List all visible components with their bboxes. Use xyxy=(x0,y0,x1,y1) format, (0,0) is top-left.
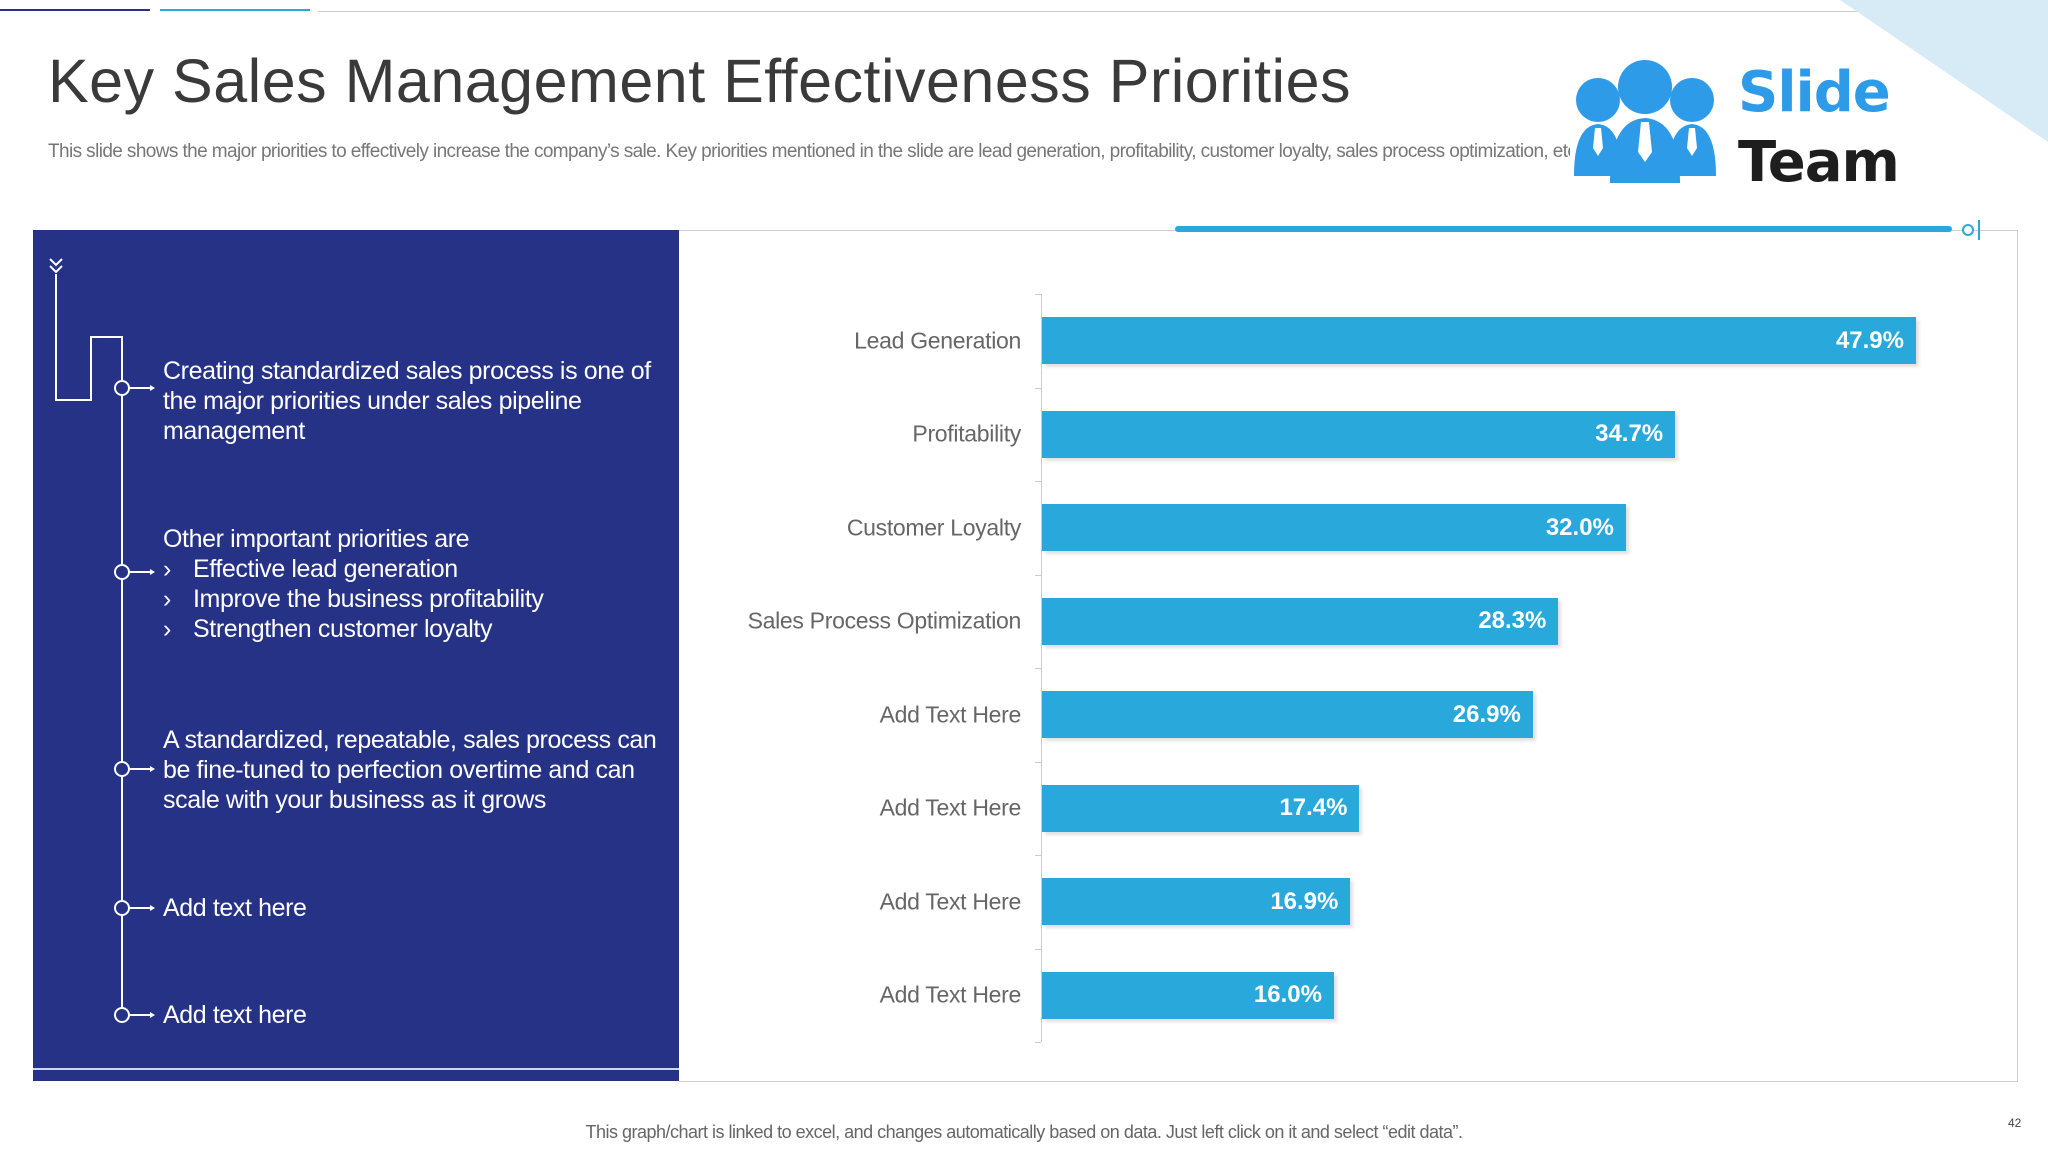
category-label: Lead Generation xyxy=(854,327,1021,354)
priority-item: A standardized, repeatable, sales proces… xyxy=(163,726,657,814)
data-label: 16.0% xyxy=(1253,981,1322,1009)
y-axis-tick xyxy=(1035,294,1041,295)
bullet-item: › Effective lead generation xyxy=(163,555,458,583)
bar[interactable] xyxy=(1042,504,1626,552)
y-axis-line xyxy=(1041,294,1042,1042)
logo-word-slide: Slide xyxy=(1738,60,1891,125)
category-label: Add Text Here xyxy=(879,888,1022,915)
bar[interactable] xyxy=(1042,878,1351,926)
y-axis-tick xyxy=(1035,855,1041,856)
bar[interactable] xyxy=(1042,410,1676,458)
top-accent-line-1 xyxy=(0,9,150,11)
bar[interactable] xyxy=(1042,971,1334,1019)
priority-item-heading: Other important priorities are xyxy=(163,525,470,553)
page-subtitle: This slide shows the major priorities to… xyxy=(48,141,1582,162)
y-axis-tick xyxy=(1035,1042,1041,1043)
data-label: 17.4% xyxy=(1279,794,1348,822)
data-label: 26.9% xyxy=(1452,700,1521,728)
category-label: Add Text Here xyxy=(879,701,1022,728)
chart-top-accent-bar xyxy=(1175,226,1952,232)
slideteam-logo: Slide Team xyxy=(1570,56,1910,195)
data-label: 47.9% xyxy=(1835,326,1904,354)
y-axis-tick xyxy=(1035,481,1041,482)
priority-item: Add text here xyxy=(163,1001,307,1029)
people-with-ties-icon xyxy=(1574,60,1716,183)
corner-decoration xyxy=(1840,0,2048,142)
footer-note: This graph/chart is linked to excel, and… xyxy=(585,1122,1463,1142)
category-label: Sales Process Optimization xyxy=(747,607,1022,634)
chevron-right-icon: › xyxy=(163,585,171,613)
bar[interactable] xyxy=(1042,784,1360,832)
panel-bottom-line xyxy=(33,1068,679,1070)
chart-container[interactable] xyxy=(679,230,2018,1082)
category-label: Profitability xyxy=(912,420,1021,447)
chevron-right-icon: › xyxy=(163,555,171,583)
priority-item: Add text here xyxy=(163,894,307,922)
bar[interactable] xyxy=(1042,597,1559,645)
chart-accent-end-icon xyxy=(1962,220,1980,240)
y-axis-tick xyxy=(1035,761,1041,763)
bar[interactable] xyxy=(1042,691,1533,739)
y-axis-tick xyxy=(1035,668,1041,669)
data-label: 34.7% xyxy=(1595,420,1664,448)
y-axis-tick xyxy=(1035,387,1041,389)
chevron-right-icon: › xyxy=(163,615,171,643)
y-axis-tick xyxy=(1035,574,1041,576)
category-label: Add Text Here xyxy=(879,981,1022,1008)
priority-item: Creating standardized sales process is o… xyxy=(163,357,651,445)
category-label: Add Text Here xyxy=(879,794,1022,821)
bar[interactable] xyxy=(1042,317,1916,365)
top-accent-line-2 xyxy=(160,9,310,11)
bullet-item: › Strengthen customer loyalty xyxy=(163,615,493,643)
data-label: 16.9% xyxy=(1270,887,1339,915)
data-label: 28.3% xyxy=(1478,607,1547,635)
top-divider xyxy=(318,11,1858,12)
page-title: Key Sales Management Effectiveness Prior… xyxy=(48,47,1351,115)
page-number: 42 xyxy=(2008,1116,2022,1130)
bullet-item: › Improve the business profitability xyxy=(163,585,544,613)
category-label: Customer Loyalty xyxy=(846,514,1021,541)
data-label: 32.0% xyxy=(1545,513,1614,541)
logo-word-team: Team xyxy=(1738,130,1900,195)
priority-item: Other important priorities are › Effectiv… xyxy=(163,524,673,644)
priorities-panel xyxy=(33,230,679,1081)
y-axis-tick xyxy=(1035,948,1041,950)
